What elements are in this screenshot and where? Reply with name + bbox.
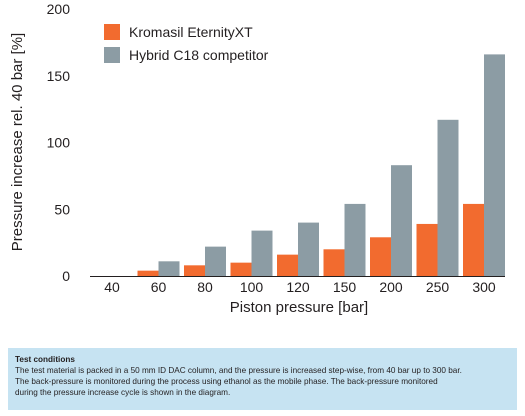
y-tick-label: 50 [54, 201, 70, 217]
x-tick-label: 40 [104, 279, 120, 295]
test-conditions-line: The test material is packed in a 50 mm I… [15, 366, 462, 375]
bar [158, 261, 180, 276]
bar [137, 270, 159, 276]
x-tick-label: 60 [151, 279, 167, 295]
y-tick-label: 100 [47, 135, 71, 151]
x-tick-label: 100 [240, 279, 264, 295]
bar [184, 265, 205, 276]
test-conditions-title: Test conditions [15, 355, 75, 364]
bar [230, 262, 252, 276]
bar [484, 54, 505, 276]
x-axis: 40 60 80 100 120 150 200 250 300 [90, 276, 505, 295]
bar-chart: 0 50 100 150 200 40 60 80 100 120 150 200 250 300 Pr… [9, 1, 505, 316]
bar [323, 249, 345, 276]
bar [277, 254, 298, 276]
test-conditions-line: during the pressure increase cycle is sh… [15, 388, 231, 397]
y-tick-label: 150 [47, 68, 71, 84]
bar [391, 165, 412, 276]
y-tick-label: 200 [47, 1, 71, 17]
test-conditions-box: Test conditions The test material is pac… [8, 348, 517, 410]
bar [416, 223, 438, 276]
bar [298, 222, 319, 276]
x-tick-label: 80 [197, 279, 213, 295]
bar [463, 203, 484, 276]
test-conditions-line: The back-pressure is monitored during th… [15, 377, 438, 386]
bar [251, 230, 273, 276]
y-tick-label: 0 [62, 268, 70, 284]
legend-label: Kromasil EternityXT [129, 24, 253, 40]
x-tick-label: 120 [286, 279, 310, 295]
x-tick-label: 150 [333, 279, 357, 295]
bar [437, 119, 459, 277]
bars [137, 54, 505, 277]
legend-label: Hybrid C18 competitor [129, 47, 269, 63]
bar [205, 246, 226, 276]
legend-swatch [104, 24, 120, 40]
bar [344, 203, 366, 276]
y-axis: 0 50 100 150 200 [47, 1, 71, 284]
bar [370, 237, 391, 276]
legend-swatch [104, 47, 120, 63]
x-axis-label: Piston pressure [bar] [230, 299, 368, 316]
x-tick-label: 250 [426, 279, 450, 295]
x-tick-label: 200 [379, 279, 403, 295]
y-axis-label: Pressure increase rel. 40 bar [%] [9, 33, 26, 251]
x-tick-label: 300 [472, 279, 496, 295]
legend: Kromasil EternityXT Hybrid C18 competitor [104, 24, 269, 63]
